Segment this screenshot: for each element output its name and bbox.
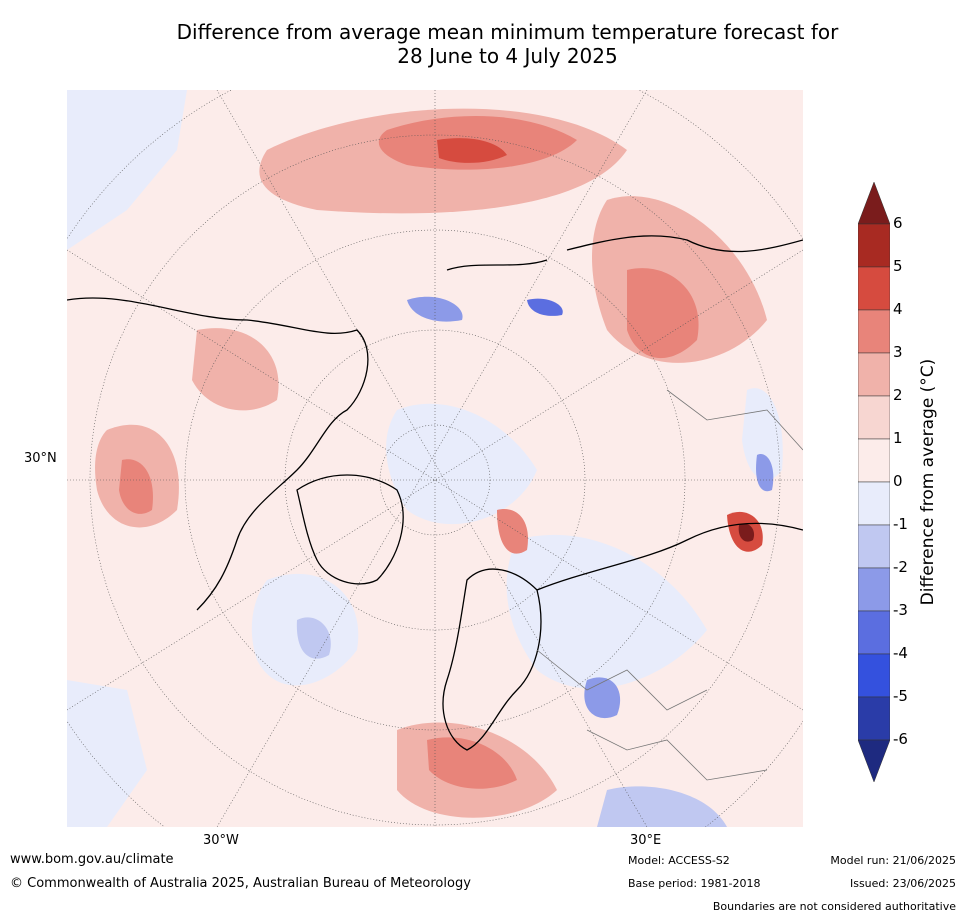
anomaly-region-warm — [497, 509, 528, 554]
colorbar-tick-label: -5 — [893, 687, 908, 705]
title-line-2: 28 June to 4 July 2025 — [397, 44, 618, 68]
latitude-label: 30°N — [24, 451, 57, 466]
anomaly-region-cool — [506, 534, 707, 689]
colorbar-band — [858, 438, 890, 483]
colorbar-band — [858, 696, 890, 741]
base-period-text: Base period: 1981-2018 — [628, 877, 761, 890]
colorbar-tick-label: 6 — [893, 214, 903, 232]
colorbar-band — [858, 309, 890, 354]
map-svg — [67, 90, 803, 827]
title-line-1: Difference from average mean minimum tem… — [176, 20, 839, 44]
website-url[interactable]: www.bom.gov.au/climate — [10, 852, 174, 867]
colorbar-band — [858, 653, 890, 698]
colorbar-band — [858, 524, 890, 569]
colorbar-extend-high — [858, 182, 890, 225]
colorbar-tick-label: -3 — [893, 601, 908, 619]
colorbar-tick-label: 1 — [893, 429, 903, 447]
colorbar-band — [858, 567, 890, 612]
colorbar-band — [858, 352, 890, 397]
colorbar-tick-label: -4 — [893, 644, 908, 662]
model-run-text: Model run: 21/06/2025 — [830, 854, 956, 867]
anomaly-region-cool — [527, 298, 563, 316]
boundaries-disclaimer: Boundaries are not considered authoritat… — [712, 900, 956, 913]
anomaly-region-cool — [597, 786, 727, 827]
graticule — [67, 90, 803, 827]
colorbar-tick-label: 3 — [893, 343, 903, 361]
anomaly-region-cool — [67, 90, 187, 250]
colorbar — [858, 182, 890, 782]
colorbar-band — [858, 481, 890, 526]
copyright-text: © Commonwealth of Australia 2025, Austra… — [10, 876, 471, 891]
anomaly-region-warm — [192, 328, 279, 411]
anomaly-region-warm — [627, 268, 699, 359]
colorbar-band — [858, 223, 890, 268]
anomaly-region-warm — [738, 523, 755, 542]
country-borders — [536, 389, 803, 781]
longitude-label-west: 30°W — [203, 833, 239, 848]
anomaly-region-cool — [386, 403, 537, 525]
colorbar-tick-label: -6 — [893, 730, 908, 748]
colorbar-tick-label: 2 — [893, 386, 903, 404]
anomaly-region-cool — [584, 677, 621, 719]
anomaly-region-cool — [742, 388, 783, 480]
colorbar-tick-label: 5 — [893, 257, 903, 275]
issued-text: Issued: 23/06/2025 — [849, 877, 956, 890]
colorbar-band — [858, 610, 890, 655]
map-title: Difference from average mean minimum tem… — [0, 20, 965, 68]
forecast-map[interactable] — [67, 90, 803, 827]
colorbar-tick-label: -1 — [893, 515, 908, 533]
colorbar-extend-low — [858, 739, 890, 782]
anomaly-region-cool — [67, 680, 147, 827]
coastlines — [67, 235, 803, 751]
model-text: Model: ACCESS-S2 — [628, 854, 730, 867]
colorbar-title: Difference from average (°C) — [918, 358, 938, 606]
anomaly-region-warm — [437, 138, 507, 163]
anomaly-region-warm — [119, 459, 153, 514]
anomaly-region-warm — [427, 737, 517, 789]
anomaly-region-cool — [756, 454, 774, 492]
colorbar-tick-label: -2 — [893, 558, 908, 576]
colorbar-band — [858, 395, 890, 440]
colorbar-tick-label: 0 — [893, 472, 903, 490]
colorbar-tick-label: 4 — [893, 300, 903, 318]
longitude-label-east: 30°E — [630, 833, 662, 848]
colorbar-band — [858, 266, 890, 311]
anomaly-region-cool — [296, 617, 331, 659]
